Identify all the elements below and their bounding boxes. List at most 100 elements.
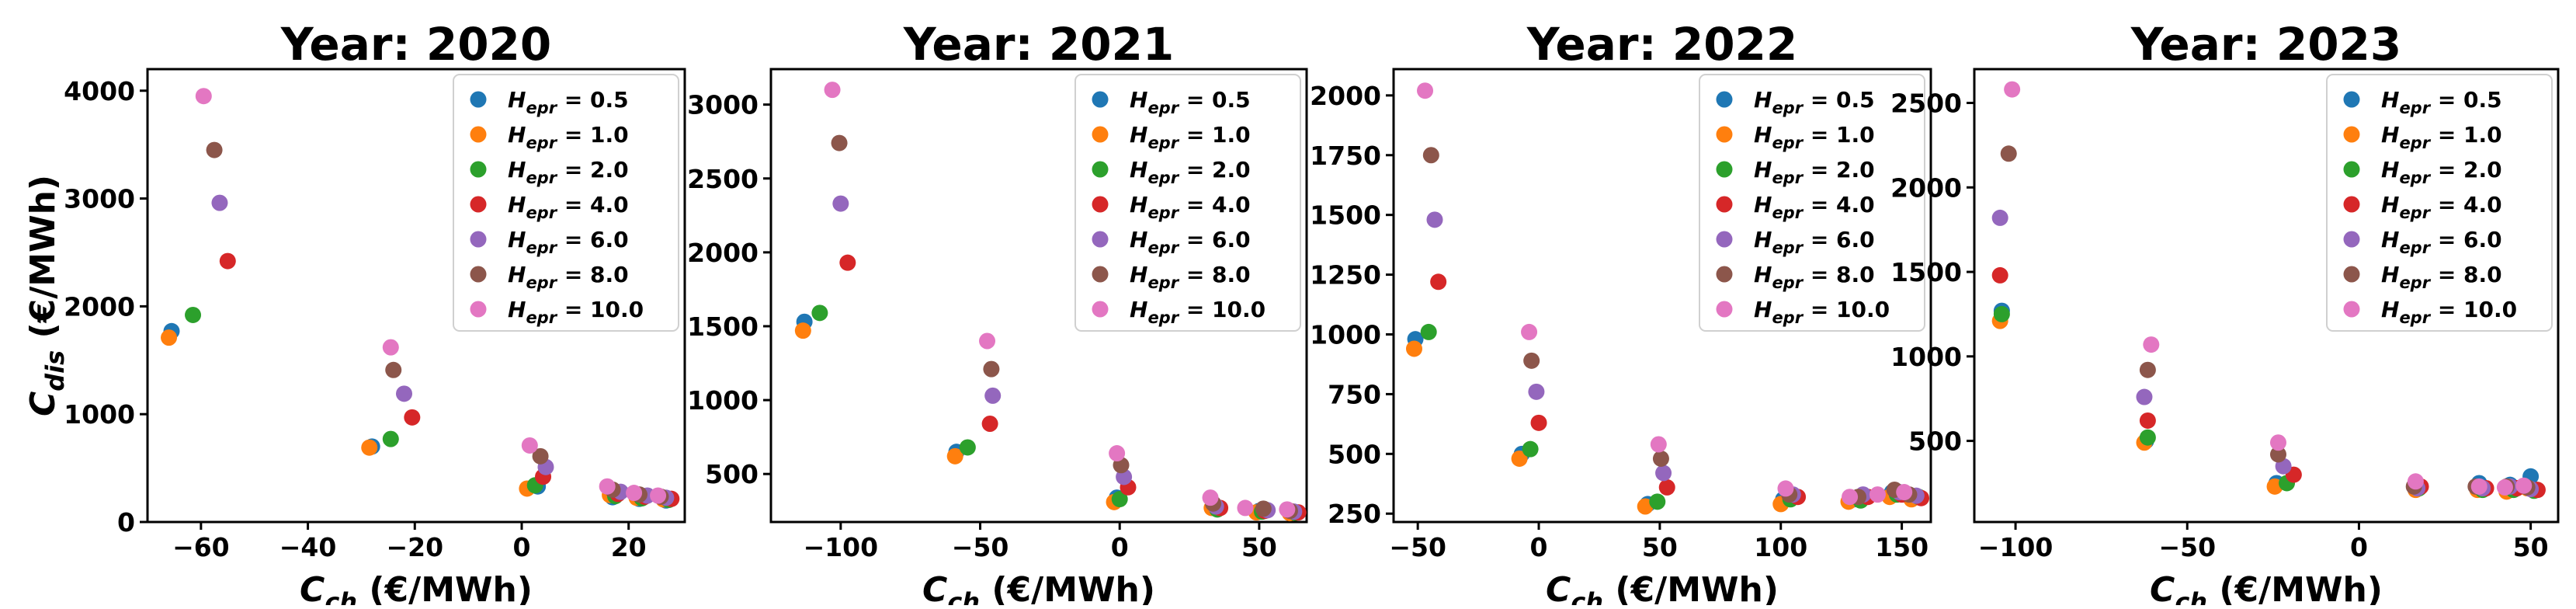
x-tick-label: 0 <box>513 532 531 562</box>
data-point <box>2139 429 2156 446</box>
data-point <box>532 447 549 465</box>
data-point <box>1255 500 1272 517</box>
legend-marker <box>1716 161 1733 178</box>
legend-label-main: H <box>508 192 526 218</box>
legend-marker <box>1092 91 1109 108</box>
legend-marker <box>2343 161 2360 178</box>
x-axis-label: Cch (€/MWh) <box>300 570 533 605</box>
data-point <box>2143 336 2160 353</box>
data-point <box>2136 388 2153 405</box>
y-tick-label: 250 <box>1328 499 1381 529</box>
legend-label-value: = 0.5 <box>557 87 629 113</box>
legend-marker <box>1092 126 1109 143</box>
legend-label-sub: epr <box>1147 169 1179 187</box>
panel-2: Year: 2021 −100 −50 0 50 500 1000 1500 2000 2500 3… <box>687 18 1308 609</box>
panel-title: Year: 2021 <box>903 18 1175 71</box>
data-point <box>206 141 223 158</box>
legend-marker <box>2343 126 2360 143</box>
series-7 <box>824 82 1296 518</box>
x-tick-label: 20 <box>611 532 647 562</box>
x-axis-label-unit: (€/MWh) <box>357 570 533 605</box>
data-point <box>185 306 202 323</box>
legend-label-sub: epr <box>526 169 557 187</box>
plot-frame <box>769 68 1308 524</box>
legend-label-main: H <box>1130 227 1147 252</box>
legend-label-main: H <box>1130 192 1147 218</box>
y-tick-label: 1500 <box>687 311 759 342</box>
legend-marker <box>1716 196 1733 213</box>
legend-marker <box>2343 196 2360 213</box>
data-point <box>1650 436 1667 453</box>
y-tick-label: 2500 <box>687 164 759 194</box>
series-3 <box>1993 305 2543 499</box>
legend-marker <box>470 91 487 108</box>
data-point <box>195 88 212 105</box>
data-point <box>1530 414 1547 431</box>
legend-label: Hepr = 8.0 <box>508 262 629 292</box>
x-tick-label: −60 <box>172 532 230 562</box>
legend-marker <box>470 231 487 248</box>
legend-label-value: = 10.0 <box>2430 297 2517 322</box>
x-tick-label: 150 <box>1875 532 1929 562</box>
legend-label-sub: epr <box>1147 238 1179 257</box>
legend-marker <box>470 126 487 143</box>
y-tick-label: 500 <box>1908 426 1962 457</box>
data-point <box>404 409 421 426</box>
legend-label-sub: epr <box>2399 204 2431 222</box>
legend-label-sub: epr <box>2399 238 2431 257</box>
data-point <box>385 361 402 378</box>
legend-marker <box>1092 231 1109 248</box>
legend-label-value: = 10.0 <box>1179 297 1265 322</box>
legend-label-value: = 6.0 <box>1803 227 1875 252</box>
legend-label-main: H <box>2381 122 2399 148</box>
y-tick-label: 2000 <box>687 238 759 268</box>
legend-label-sub: epr <box>1772 169 1804 187</box>
legend-label-main: H <box>508 297 526 322</box>
x-tick-label: −50 <box>952 532 1009 562</box>
y-tick-label: 4000 <box>64 76 135 106</box>
data-point <box>1655 465 1672 482</box>
x-axis-label-unit: (€/MWh) <box>1603 570 1779 605</box>
legend-label-main: H <box>1130 122 1147 148</box>
legend-label-value: = 6.0 <box>1179 227 1251 252</box>
legend-label-sub: epr <box>1772 204 1804 222</box>
legend-marker <box>1716 126 1733 143</box>
legend-label-main: H <box>1130 262 1147 287</box>
series-3 <box>185 306 677 509</box>
legend-label-value: = 8.0 <box>557 262 629 287</box>
legend-label: Hepr = 8.0 <box>1130 262 1251 292</box>
panel-1: Year: 2020 −60 −40 −20 0 20 0 1000 2000 3000 4000 C… <box>23 18 686 609</box>
data-point <box>1991 209 2008 226</box>
data-point <box>2269 434 2286 451</box>
data-point <box>824 82 841 99</box>
x-axis-label-unit: (€/MWh) <box>980 570 1155 605</box>
data-point <box>2515 477 2533 494</box>
data-point <box>626 485 643 502</box>
legend-marker <box>1092 301 1109 318</box>
series-7 <box>2004 81 2533 496</box>
legend-marker <box>470 266 487 283</box>
legend-label-main: H <box>2381 227 2399 252</box>
data-point <box>1422 147 1439 164</box>
data-point <box>1109 445 1126 462</box>
legend-label-sub: epr <box>1772 134 1804 152</box>
y-tick-label: 1750 <box>1310 141 1381 171</box>
data-point <box>794 322 811 339</box>
legend-label: Hepr = 6.0 <box>1754 227 1875 257</box>
legend-marker <box>1092 196 1109 213</box>
data-point <box>1522 440 1539 458</box>
data-point <box>831 134 848 151</box>
legend-label: Hepr = 0.5 <box>1130 87 1251 117</box>
legend-marker <box>1716 266 1733 283</box>
y-tick-label: 1500 <box>1310 200 1381 231</box>
legend-label-value: = 2.0 <box>2430 157 2502 183</box>
legend-label-main: H <box>1754 157 1772 183</box>
legend-label-value: = 8.0 <box>1179 262 1251 287</box>
x-tick-label: 50 <box>2513 532 2549 562</box>
panel-3: Year: 2022 −50 0 50 100 150 250 500 750 1000 1250 1… <box>1310 18 1932 609</box>
x-axis-label-main: C <box>300 570 325 605</box>
legend-label-sub: epr <box>2399 169 2431 187</box>
legend-label: Hepr = 1.0 <box>508 122 629 152</box>
legend-box <box>1699 74 1925 332</box>
